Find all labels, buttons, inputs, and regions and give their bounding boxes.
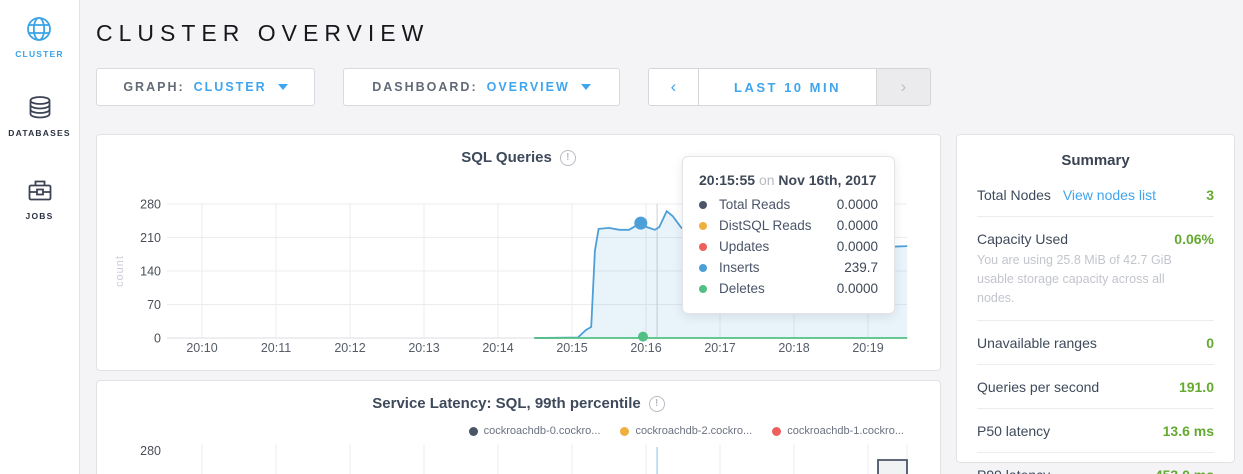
sidebar-item-label: CLUSTER xyxy=(15,49,64,59)
chevron-down-icon xyxy=(277,84,288,90)
legend-item-node-2[interactable]: cockroachdb-2.cockro... xyxy=(620,425,752,437)
svg-text:280: 280 xyxy=(140,198,161,212)
tooltip-row: DistSQL Reads 0.0000 xyxy=(699,218,878,233)
view-nodes-list-link[interactable]: View nodes list xyxy=(1062,187,1156,203)
capacity-caption: You are using 25.8 MiB of 42.7 GiB usabl… xyxy=(977,253,1172,305)
dashboard-dropdown-label: DASHBOARD: xyxy=(372,80,478,94)
summary-row-p99-latency: P99 latency 453.0 ms xyxy=(977,453,1214,474)
svg-text:0: 0 xyxy=(154,332,161,346)
tooltip-row: Total Reads 0.0000 xyxy=(699,197,878,212)
sidebar-item-cluster[interactable]: CLUSTER xyxy=(15,14,64,59)
svg-text:20:13: 20:13 xyxy=(408,341,439,355)
series-dot-updates xyxy=(699,242,707,251)
legend-item-node-0[interactable]: cockroachdb-0.cockro... xyxy=(468,425,600,437)
chart-title: Service Latency: SQL, 99th percentile xyxy=(372,395,641,412)
svg-text:20:16: 20:16 xyxy=(630,341,661,355)
chart-title: SQL Queries xyxy=(461,149,552,166)
summary-row-queries-per-second: Queries per second 191.0 xyxy=(977,365,1214,410)
sidebar: CLUSTER DATABASES xyxy=(0,0,80,474)
svg-text:20:19: 20:19 xyxy=(852,341,883,355)
svg-text:20:18: 20:18 xyxy=(778,341,809,355)
summary-row-p50-latency: P50 latency 13.6 ms xyxy=(977,409,1214,454)
sidebar-item-jobs[interactable]: JOBS xyxy=(25,176,55,221)
service-latency-plot[interactable]: 280 xyxy=(97,381,942,474)
chart-legend: cockroachdb-0.cockro... cockroachdb-2.co… xyxy=(468,425,904,437)
chevron-left-icon: ‹ xyxy=(670,77,677,96)
series-dot-inserts xyxy=(699,263,707,272)
tooltip-row: Inserts 239.7 xyxy=(699,260,878,275)
svg-text:210: 210 xyxy=(140,231,161,245)
graph-dropdown-value: CLUSTER xyxy=(193,80,267,94)
service-latency-panel: Service Latency: SQL, 99th percentile ! … xyxy=(96,380,941,474)
summary-value: 3 xyxy=(1206,187,1214,203)
summary-value: 0.06% xyxy=(1174,231,1214,247)
svg-text:280: 280 xyxy=(140,444,161,458)
summary-title: Summary xyxy=(1061,152,1130,169)
summary-value: 0 xyxy=(1206,335,1214,352)
svg-text:20:12: 20:12 xyxy=(334,341,365,355)
chart-tooltip: 20:15:55 on Nov 16th, 2017 Total Reads 0… xyxy=(682,156,895,314)
summary-value: 191.0 xyxy=(1178,379,1214,396)
dashboard-dropdown-value: OVERVIEW xyxy=(486,80,570,94)
series-dot-deletes xyxy=(699,284,707,293)
time-next-button[interactable]: › xyxy=(876,69,930,105)
globe-icon xyxy=(27,17,52,41)
time-window-label[interactable]: LAST 10 MIN xyxy=(734,79,841,95)
sidebar-item-label: DATABASES xyxy=(8,128,71,138)
jobs-icon xyxy=(28,180,51,201)
svg-text:20:11: 20:11 xyxy=(261,341,291,355)
tooltip-row: Deletes 0.0000 xyxy=(699,281,878,296)
summary-row-unavailable-ranges: Unavailable ranges 0 xyxy=(977,321,1214,366)
databases-icon xyxy=(29,96,50,119)
chevron-down-icon xyxy=(580,84,591,90)
time-window-selector: ‹ LAST 10 MIN › xyxy=(648,68,931,106)
chevron-right-icon: › xyxy=(900,77,907,96)
info-icon[interactable]: ! xyxy=(559,149,576,166)
summary-row-total-nodes: Total Nodes View nodes list 3 xyxy=(977,173,1214,217)
series-dot-total-reads xyxy=(699,200,707,209)
svg-text:70: 70 xyxy=(147,298,161,312)
tooltip-timestamp: 20:15:55 on Nov 16th, 2017 xyxy=(699,172,877,188)
page-title: CLUSTER OVERVIEW xyxy=(96,20,430,46)
svg-text:20:10: 20:10 xyxy=(186,341,217,355)
info-icon[interactable]: ! xyxy=(648,395,665,412)
series-dot-node-1 xyxy=(772,426,782,436)
sidebar-item-databases[interactable]: DATABASES xyxy=(8,93,70,138)
dashboard-dropdown[interactable]: DASHBOARD: OVERVIEW xyxy=(343,68,620,106)
svg-text:20:15: 20:15 xyxy=(556,341,587,355)
summary-value: 13.6 ms xyxy=(1162,423,1214,440)
tooltip-row: Updates 0.0000 xyxy=(699,239,878,254)
legend-item-node-1[interactable]: cockroachdb-1.cockro... xyxy=(772,425,904,437)
summary-panel: Summary Total Nodes View nodes list 3 Ca… xyxy=(956,134,1235,474)
sql-queries-panel: SQL Queries ! 20:10 20:11 20:12 20:13 20:14 2… xyxy=(96,134,941,371)
summary-value: 453.0 ms xyxy=(1155,467,1214,474)
series-dot-node-2 xyxy=(620,426,630,436)
svg-text:count: count xyxy=(114,255,126,287)
sidebar-item-label: JOBS xyxy=(25,211,54,221)
graph-dropdown[interactable]: GRAPH: CLUSTER xyxy=(96,68,315,106)
series-dot-distsql-reads xyxy=(699,221,707,230)
series-dot-node-0 xyxy=(468,426,478,436)
graph-dropdown-label: GRAPH: xyxy=(123,80,185,94)
svg-text:20:14: 20:14 xyxy=(482,341,513,355)
time-prev-button[interactable]: ‹ xyxy=(649,69,699,105)
svg-text:20:17: 20:17 xyxy=(704,341,735,355)
summary-row-capacity-used: Capacity Used You are using 25.8 MiB of … xyxy=(977,217,1214,322)
svg-text:140: 140 xyxy=(140,265,161,279)
